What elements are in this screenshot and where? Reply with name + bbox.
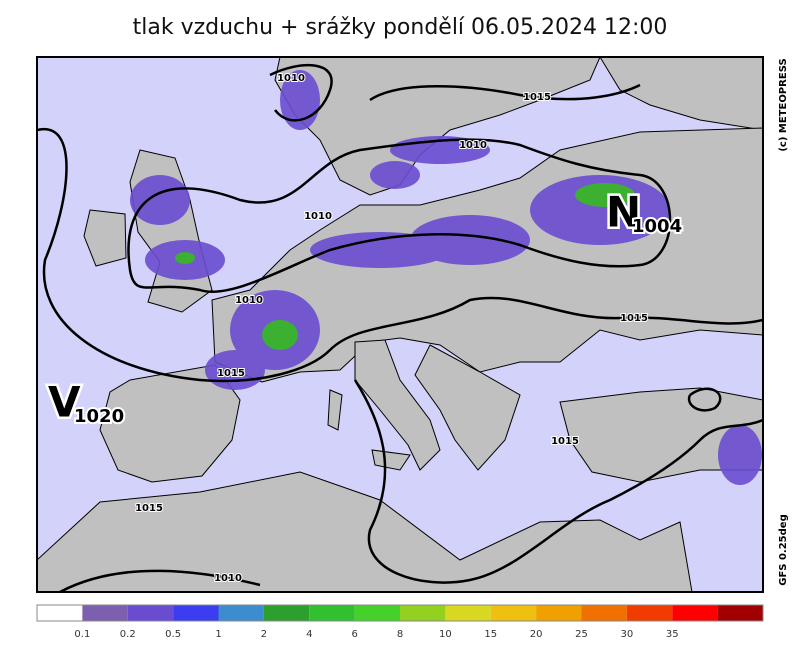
legend-swatch	[490, 605, 537, 621]
legend-label: 35	[666, 629, 679, 640]
legend-swatch	[354, 605, 400, 621]
map-title: tlak vzduchu + srážky pondělí 06.05.2024…	[133, 15, 668, 40]
map-frame	[36, 56, 764, 593]
legend-label: 6	[351, 629, 357, 640]
legend-swatch	[581, 605, 627, 621]
legend-swatch	[445, 605, 491, 621]
legend-label: 25	[575, 629, 588, 640]
legend-label: 15	[484, 629, 497, 640]
isobar-label: 1010	[235, 295, 263, 306]
legend-label: 0.1	[74, 629, 90, 640]
legend-label: 2	[261, 629, 267, 640]
legend-swatch	[82, 605, 128, 621]
isobar-label: 1010	[459, 140, 487, 151]
legend-swatch	[37, 605, 83, 621]
model-label: GFS 0.25deg	[778, 514, 789, 586]
legend-swatch	[173, 605, 219, 621]
isobar-label: 1015	[217, 368, 245, 379]
legend-label: 10	[439, 629, 452, 640]
legend-swatch	[626, 605, 673, 621]
legend-swatch	[218, 605, 264, 621]
legend-label: 4	[306, 629, 312, 640]
copyright: (c) METEOPRESS	[778, 58, 789, 151]
isobar-label: 1010	[277, 73, 305, 84]
center-value: 1004	[632, 216, 682, 237]
precipitation	[130, 70, 762, 485]
legend-swatch	[672, 605, 718, 621]
legend-swatch	[309, 605, 355, 621]
legend-swatch	[536, 605, 582, 621]
legend-label: 8	[397, 629, 403, 640]
isobar-label: 1010	[214, 573, 242, 584]
legend-swatch	[263, 605, 310, 621]
legend-label: 0.5	[165, 629, 181, 640]
legend-swatch	[127, 605, 174, 621]
legend-border	[36, 604, 764, 622]
center-letter: V	[48, 378, 81, 427]
legend-swatch	[400, 605, 446, 621]
isobar-label: 1010	[304, 211, 332, 222]
legend-label: 0.2	[120, 629, 136, 640]
isobar-label: 1015	[523, 92, 551, 103]
isobar-label: 1015	[551, 436, 579, 447]
precipitation-heavy	[175, 183, 635, 350]
legend-label: 1	[215, 629, 221, 640]
center-letter: N	[606, 188, 641, 237]
legend-label: 30	[621, 629, 634, 640]
legend-label: 20	[530, 629, 543, 640]
isobar-labels: 1010 1015 1010 1010 1010 1015 1015 1015 1015 1010	[134, 72, 649, 585]
center-value: 1020	[74, 406, 124, 427]
isobar-label: 1015	[620, 313, 648, 324]
legend: 0.1 0.2 0.5 1 2 4 6 8 10 15 20 25 30 35	[36, 604, 764, 640]
legend-swatch	[717, 605, 763, 621]
isobar-label: 1015	[135, 503, 163, 514]
isobars	[37, 64, 763, 592]
